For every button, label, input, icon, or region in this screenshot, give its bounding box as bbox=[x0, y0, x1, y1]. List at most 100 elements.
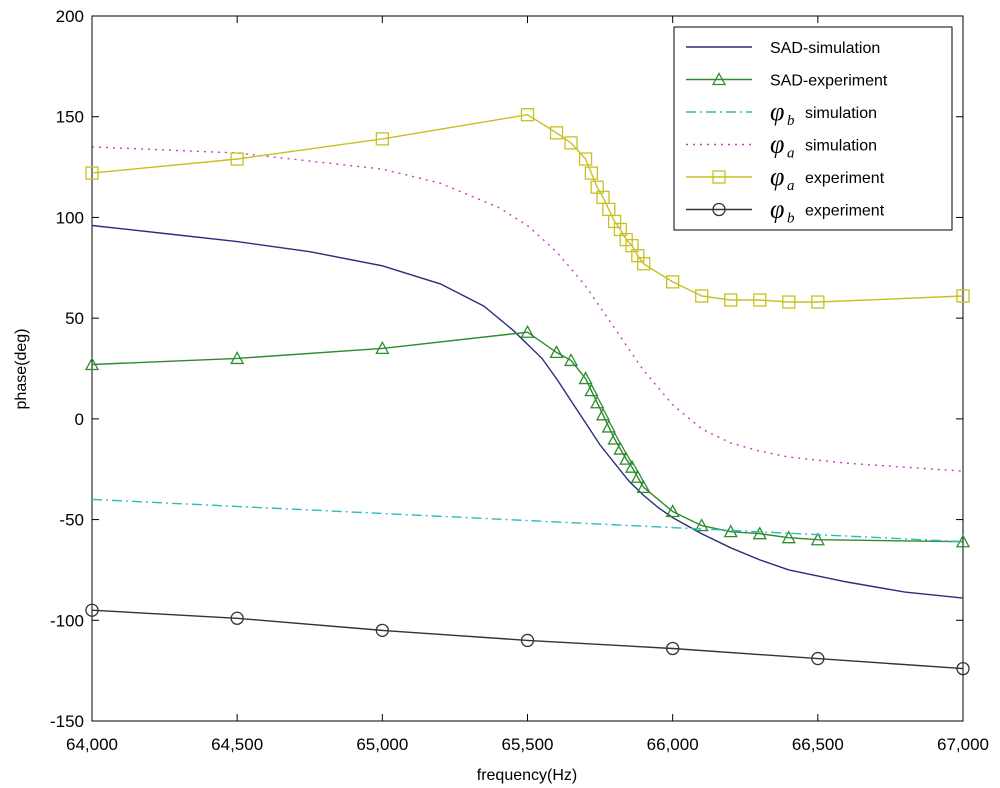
y-tick-label: 200 bbox=[56, 7, 84, 26]
data-point bbox=[584, 166, 599, 180]
series-2 bbox=[91, 498, 964, 543]
y-tick-label: 0 bbox=[75, 410, 84, 429]
y-tick-label: -150 bbox=[50, 712, 84, 731]
legend-subscript: b bbox=[787, 211, 795, 227]
legend-entry: SAD-simulation bbox=[686, 40, 880, 57]
y-tick-label: -100 bbox=[50, 611, 84, 630]
x-tick-label: 64,000 bbox=[66, 735, 118, 754]
legend-entry: φ b experiment bbox=[686, 195, 885, 227]
data-point bbox=[549, 345, 564, 359]
legend-symbol: φ bbox=[770, 195, 784, 224]
data-point bbox=[636, 479, 651, 493]
data-point bbox=[564, 136, 578, 150]
legend-symbol: φ bbox=[770, 162, 784, 191]
series-line bbox=[91, 609, 964, 670]
legend-entry: φ a experiment bbox=[686, 162, 885, 194]
legend-label: experiment bbox=[805, 203, 885, 220]
data-point bbox=[624, 459, 640, 473]
data-point bbox=[584, 383, 599, 397]
legend-box bbox=[673, 26, 953, 231]
x-tick-label: 67,000 bbox=[937, 735, 989, 754]
series-4 bbox=[85, 108, 970, 309]
y-tick-label: -50 bbox=[59, 511, 84, 530]
x-tick-label: 65,000 bbox=[356, 735, 408, 754]
legend-symbol: φ bbox=[770, 130, 784, 159]
series-3 bbox=[91, 146, 964, 472]
data-point bbox=[694, 518, 709, 532]
legend-label: simulation bbox=[805, 138, 877, 155]
data-point bbox=[590, 395, 605, 409]
series-0 bbox=[91, 224, 964, 599]
y-axis-label: phase(deg) bbox=[13, 329, 30, 410]
x-tick-label: 66,000 bbox=[647, 735, 699, 754]
data-point bbox=[753, 293, 767, 307]
data-point bbox=[695, 289, 709, 303]
data-point bbox=[601, 419, 616, 433]
data-point bbox=[578, 152, 593, 166]
legend-entry: φ a simulation bbox=[686, 130, 877, 162]
x-axis-ticks: 64,000 64,500 65,000 65,500 66,000 66,500 67,0… bbox=[66, 16, 989, 754]
data-point bbox=[752, 526, 767, 540]
series-5 bbox=[85, 603, 970, 676]
legend-symbol: φ bbox=[770, 97, 784, 126]
y-tick-label: 150 bbox=[56, 108, 84, 127]
legend-marker bbox=[712, 170, 726, 184]
data-point bbox=[811, 295, 825, 309]
legend-subscript: a bbox=[787, 178, 795, 194]
y-axis-ticks: -150 -100 -50 0 50 100 150 200 bbox=[50, 7, 963, 731]
legend-entry: SAD-experiment bbox=[686, 72, 888, 90]
legend-marker bbox=[712, 202, 726, 217]
data-point bbox=[230, 611, 244, 625]
x-axis-label: frequency(Hz) bbox=[477, 767, 577, 784]
data-point bbox=[230, 351, 245, 365]
series-line bbox=[91, 498, 964, 543]
y-tick-label: 100 bbox=[56, 208, 84, 227]
data-point bbox=[630, 469, 645, 483]
data-point bbox=[595, 407, 611, 421]
data-point bbox=[85, 603, 99, 617]
data-point bbox=[230, 152, 244, 166]
legend-label: simulation bbox=[805, 105, 877, 122]
series-line bbox=[91, 146, 964, 472]
data-point bbox=[666, 275, 680, 289]
y-tick-label: 50 bbox=[65, 309, 84, 328]
data-point bbox=[520, 108, 535, 122]
legend-marker bbox=[711, 72, 727, 86]
data-point bbox=[724, 293, 738, 307]
data-point bbox=[520, 633, 535, 648]
data-point bbox=[666, 641, 680, 656]
legend-subscript: a bbox=[787, 146, 795, 162]
data-point bbox=[619, 451, 634, 465]
legend-label: experiment bbox=[805, 170, 885, 187]
series-layer bbox=[84, 108, 971, 676]
data-point bbox=[781, 530, 796, 544]
data-point bbox=[375, 623, 389, 638]
data-point bbox=[563, 353, 579, 367]
legend-label: SAD-simulation bbox=[770, 40, 880, 57]
data-point bbox=[956, 661, 970, 676]
series-1 bbox=[84, 324, 971, 548]
series-line bbox=[91, 224, 964, 599]
data-point bbox=[956, 289, 970, 303]
x-tick-label: 65,500 bbox=[502, 735, 554, 754]
legend-subscript: b bbox=[787, 113, 795, 129]
data-point bbox=[375, 132, 389, 146]
data-point bbox=[85, 166, 99, 180]
data-point bbox=[811, 651, 825, 666]
data-point bbox=[665, 504, 680, 518]
legend-entry: φ b simulation bbox=[686, 97, 877, 129]
data-point bbox=[549, 126, 564, 140]
data-point bbox=[636, 257, 651, 271]
data-point bbox=[782, 295, 796, 309]
data-point bbox=[84, 357, 100, 371]
data-point bbox=[520, 324, 535, 338]
x-tick-label: 66,500 bbox=[792, 735, 844, 754]
data-point bbox=[375, 340, 390, 355]
legend-label: SAD-experiment bbox=[770, 73, 888, 90]
data-point bbox=[613, 441, 628, 455]
data-point bbox=[810, 532, 825, 546]
data-point bbox=[578, 371, 593, 385]
series-line bbox=[91, 113, 964, 303]
x-tick-label: 64,500 bbox=[211, 735, 263, 754]
